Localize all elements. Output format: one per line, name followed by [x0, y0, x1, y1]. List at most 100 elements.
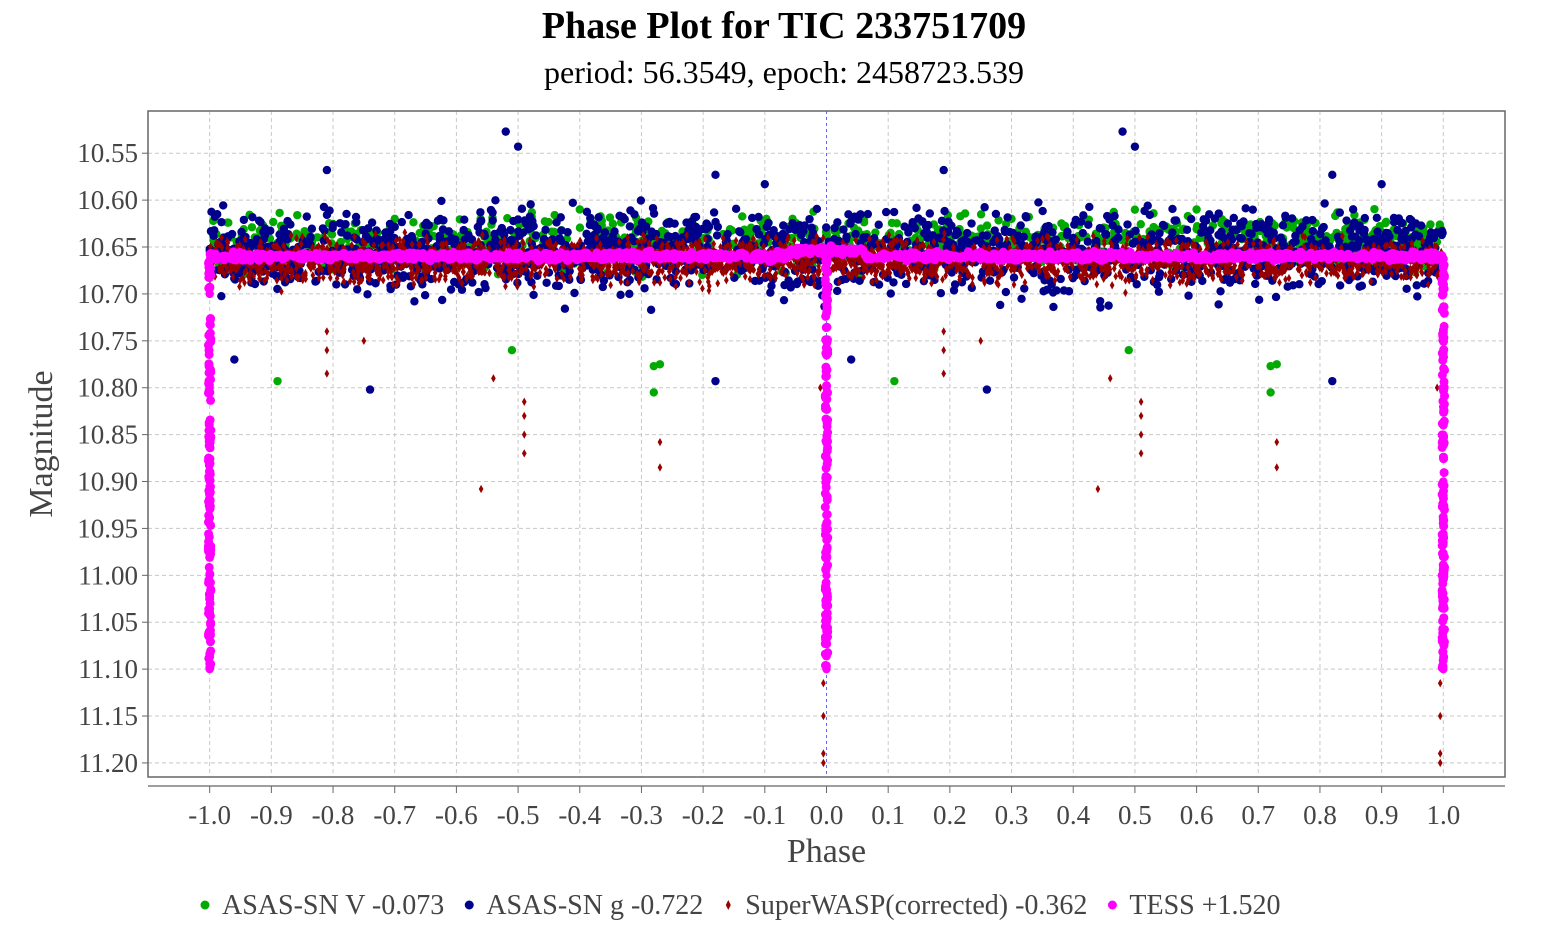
data-point: [767, 281, 776, 291]
data-point: [1034, 198, 1043, 207]
data-point: [901, 279, 911, 289]
data-point: [1003, 213, 1012, 222]
data-point: [1192, 222, 1202, 231]
data-point: [1205, 210, 1214, 219]
data-point: [736, 228, 745, 237]
data-point: [747, 213, 757, 223]
data-point: [1143, 201, 1152, 210]
data-point: [754, 212, 763, 222]
data-point: [1377, 179, 1386, 189]
data-point: [704, 222, 714, 232]
data-point: [1401, 234, 1411, 243]
data-point: [633, 226, 643, 236]
data-point: [1083, 237, 1092, 246]
data-point: [397, 217, 407, 227]
data-point: [822, 223, 831, 232]
data-point: [715, 279, 721, 288]
data-point: [476, 208, 485, 217]
data-point: [1085, 202, 1094, 212]
data-point: [1319, 222, 1328, 232]
data-point: [1393, 225, 1402, 235]
data-point: [1348, 205, 1358, 214]
data-point: [1248, 205, 1258, 214]
data-point: [616, 290, 625, 300]
data-point: [1101, 230, 1110, 239]
data-point: [1228, 225, 1237, 234]
data-point: [1402, 284, 1411, 293]
data-point: [1266, 388, 1275, 397]
data-point: [1123, 288, 1128, 297]
data-point: [1011, 280, 1017, 289]
data-point: [1131, 226, 1140, 236]
data-point: [230, 355, 239, 364]
data-point: [1328, 376, 1337, 386]
data-point: [1241, 204, 1250, 213]
data-point: [936, 288, 946, 298]
data-point: [1435, 220, 1445, 229]
data-point: [420, 290, 430, 300]
data-point: [319, 236, 329, 245]
data-point: [636, 196, 646, 205]
data-point: [995, 300, 1005, 310]
data-point: [575, 205, 584, 214]
data-point: [956, 212, 965, 221]
data-point: [649, 388, 658, 397]
data-point: [799, 226, 808, 236]
data-point: [279, 224, 289, 234]
data-point: [1216, 287, 1225, 296]
data-point: [646, 305, 656, 315]
data-point: [476, 217, 485, 226]
data-point: [1419, 279, 1429, 288]
data-point: [513, 215, 523, 224]
data-point: [207, 207, 216, 216]
data-point: [950, 280, 960, 289]
data-point: [1001, 287, 1011, 297]
data-point: [1020, 284, 1029, 293]
data-point: [1049, 302, 1058, 312]
data-point: [1291, 231, 1300, 240]
data-point: [1123, 220, 1132, 229]
data-point: [1130, 205, 1140, 214]
data-point: [1239, 217, 1248, 226]
data-point: [404, 210, 413, 220]
data-point: [690, 212, 699, 222]
data-point: [1186, 214, 1196, 224]
data-point: [570, 288, 579, 298]
data-point: [551, 281, 561, 290]
data-point: [435, 231, 445, 241]
data-point: [786, 280, 796, 289]
data-point: [1182, 225, 1192, 234]
data-point: [608, 280, 613, 290]
data-point: [682, 218, 691, 227]
data-point: [1348, 222, 1358, 231]
data-point: [217, 291, 226, 301]
data-point: [322, 165, 332, 175]
data-point: [501, 127, 510, 136]
data-point: [544, 217, 553, 227]
data-point: [560, 304, 570, 313]
data-point: [273, 376, 282, 386]
data-point: [1308, 215, 1317, 225]
data-point: [541, 225, 550, 235]
data-point: [410, 297, 419, 306]
data-point: [1214, 230, 1223, 240]
data-point: [713, 222, 723, 232]
data-point: [248, 212, 257, 222]
data-point: [980, 203, 989, 212]
data-point: [239, 215, 249, 225]
data-point: [302, 212, 311, 221]
data-point: [1277, 278, 1282, 287]
data-point: [886, 289, 895, 298]
data-point: [286, 220, 295, 229]
data-point: [575, 223, 585, 232]
data-point: [1251, 279, 1260, 289]
data-point: [1214, 209, 1223, 218]
data-point: [982, 231, 992, 240]
data-point: [542, 278, 551, 287]
data-point: [1017, 294, 1026, 303]
data-point: [766, 288, 775, 297]
data-point: [1038, 206, 1047, 216]
data-point: [1381, 217, 1391, 227]
data-point: [460, 215, 469, 224]
data-point: [1056, 274, 1065, 284]
